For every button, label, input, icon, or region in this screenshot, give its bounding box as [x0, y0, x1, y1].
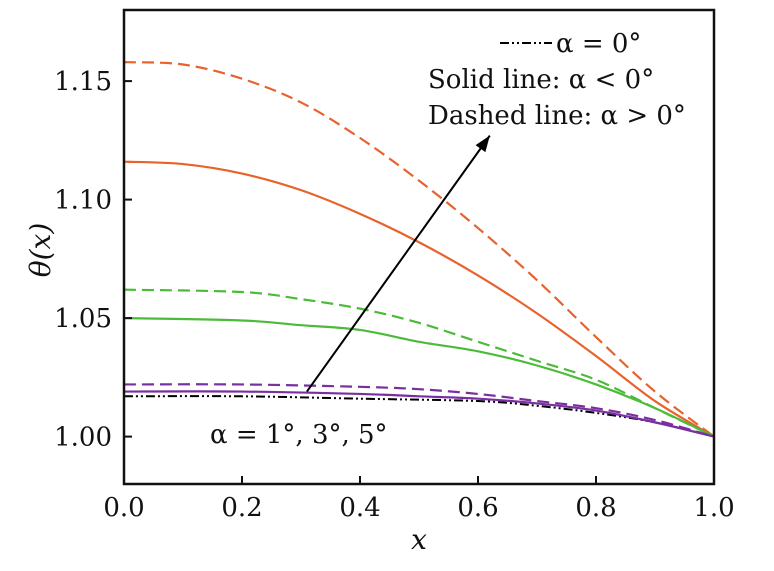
- series-line-1-solid: [123, 160, 715, 438]
- x-tick-label-0: 0.0: [103, 493, 144, 523]
- plot-frame: [122, 8, 716, 486]
- series-line-5-solid: [123, 390, 715, 438]
- x-tick-label-4: 0.8: [575, 493, 616, 523]
- legend-entry-dashed: Dashed line: α > 0°: [428, 101, 686, 131]
- y-tick-label-1: 1.05: [54, 304, 112, 334]
- x-tick-label-2: 0.4: [339, 493, 380, 523]
- series-line-6-dashed: [123, 383, 715, 438]
- x-axis-label: x: [411, 523, 427, 556]
- annotation-alpha-values: α = 1°, 3°, 5°: [210, 420, 388, 450]
- annotation-arrow-layer: [306, 135, 491, 393]
- y-tick-label-0: 1.00: [54, 423, 112, 453]
- series-line-2-dashed: [123, 61, 715, 438]
- annotation-arrow-shaft: [306, 135, 491, 393]
- annotation-arrow-head: [475, 135, 490, 153]
- x-tick-label-1: 0.2: [221, 493, 262, 523]
- legend-entry-alpha-0: α = 0°: [556, 29, 641, 59]
- x-tick-label-3: 0.6: [457, 493, 498, 523]
- legend: α = 0° Solid line: α < 0° Dashed line: α…: [428, 29, 686, 131]
- series-layer: [123, 61, 715, 438]
- y-tick-label-2: 1.10: [54, 186, 112, 216]
- tick-layer: 0.0 0.2 0.4 0.6 0.8 1.0 1.00 1.05 1.10 1.15: [54, 67, 735, 523]
- y-tick-label-3: 1.15: [54, 67, 112, 97]
- series-line-3-solid: [123, 317, 715, 438]
- series-line-4-dashed: [123, 288, 715, 438]
- x-tick-label-5: 1.0: [693, 493, 734, 523]
- legend-entry-solid: Solid line: α < 0°: [428, 65, 654, 95]
- series-line-0-dash-dot-dot: [123, 395, 715, 438]
- y-axis-label: θ(x): [24, 223, 57, 278]
